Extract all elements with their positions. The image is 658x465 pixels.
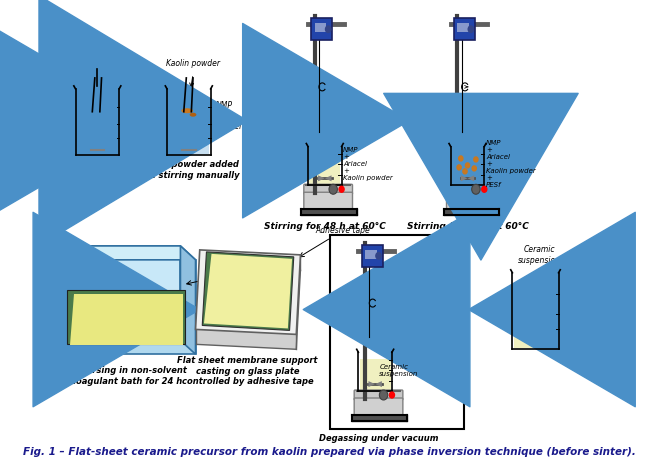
- Polygon shape: [67, 290, 186, 344]
- Polygon shape: [204, 254, 292, 328]
- Circle shape: [465, 163, 470, 168]
- Polygon shape: [77, 107, 118, 154]
- Polygon shape: [202, 252, 293, 331]
- Polygon shape: [180, 246, 195, 354]
- FancyBboxPatch shape: [304, 184, 353, 194]
- Text: Stirring for 48 h at 60°C: Stirring for 48 h at 60°C: [264, 222, 386, 231]
- Circle shape: [339, 186, 344, 192]
- FancyBboxPatch shape: [315, 23, 326, 32]
- Text: Flat sheet membrane support
casting on glass plate
controlled by adhesive tape: Flat sheet membrane support casting on g…: [178, 356, 318, 386]
- Text: Kaolin powder: Kaolin powder: [166, 59, 220, 68]
- Text: Phase inversion
occurred here: Phase inversion occurred here: [187, 260, 281, 285]
- FancyBboxPatch shape: [457, 23, 469, 32]
- Polygon shape: [42, 246, 180, 340]
- Text: NMP + Arlacel: NMP + Arlacel: [70, 50, 124, 59]
- FancyBboxPatch shape: [354, 390, 403, 400]
- Circle shape: [375, 252, 382, 260]
- Polygon shape: [195, 250, 301, 334]
- Polygon shape: [461, 175, 467, 181]
- Circle shape: [472, 184, 480, 194]
- Text: NMP
+
Arlacel: NMP + Arlacel: [216, 101, 242, 131]
- Circle shape: [472, 166, 476, 171]
- Text: Ceramic
suspension: Ceramic suspension: [380, 364, 418, 377]
- Polygon shape: [467, 175, 474, 181]
- FancyBboxPatch shape: [362, 245, 383, 267]
- Polygon shape: [57, 260, 195, 354]
- Polygon shape: [42, 246, 57, 354]
- Polygon shape: [375, 381, 382, 387]
- Polygon shape: [318, 175, 325, 181]
- Polygon shape: [168, 107, 209, 154]
- Polygon shape: [195, 265, 301, 349]
- Polygon shape: [368, 381, 375, 387]
- Text: stirring manually: stirring manually: [62, 160, 133, 169]
- Text: Adhesive tape: Adhesive tape: [299, 226, 370, 257]
- Polygon shape: [70, 293, 183, 345]
- Text: Degassing under vacuum: Degassing under vacuum: [318, 434, 438, 443]
- Circle shape: [390, 392, 394, 398]
- Circle shape: [457, 165, 461, 170]
- Circle shape: [467, 25, 474, 33]
- Text: Ceramic
suspension: Ceramic suspension: [519, 246, 561, 265]
- Circle shape: [329, 184, 338, 194]
- Polygon shape: [514, 286, 557, 348]
- Ellipse shape: [181, 108, 193, 113]
- Circle shape: [463, 169, 467, 174]
- Polygon shape: [452, 153, 483, 184]
- Circle shape: [380, 390, 388, 400]
- FancyBboxPatch shape: [447, 184, 495, 194]
- FancyBboxPatch shape: [304, 192, 353, 210]
- Circle shape: [459, 156, 463, 161]
- Polygon shape: [42, 246, 195, 260]
- Circle shape: [474, 157, 478, 162]
- Text: Immersing in non-solvent
coagulant bath for 24 h: Immersing in non-solvent coagulant bath …: [66, 366, 187, 385]
- FancyBboxPatch shape: [365, 250, 377, 259]
- Text: Fig. 1 – Flat-sheet ceramic precursor from kaolin prepared via phase inversion t: Fig. 1 – Flat-sheet ceramic precursor fr…: [22, 447, 636, 457]
- Ellipse shape: [190, 113, 196, 117]
- Circle shape: [482, 186, 487, 192]
- Text: NMP
+
Arlacel
+
Kaolin powder: NMP + Arlacel + Kaolin powder: [343, 147, 393, 181]
- FancyBboxPatch shape: [454, 18, 475, 40]
- FancyBboxPatch shape: [311, 18, 332, 40]
- Text: Kaolin powder added
and stirring manually: Kaolin powder added and stirring manuall…: [138, 160, 240, 180]
- Text: Stirring for 48 h at 60°C: Stirring for 48 h at 60°C: [407, 222, 528, 231]
- Polygon shape: [325, 175, 332, 181]
- Polygon shape: [360, 359, 391, 390]
- FancyBboxPatch shape: [330, 235, 464, 429]
- Circle shape: [325, 25, 332, 33]
- Text: NMP
+
Arlacel
+
Kaolin powder
+
PESf: NMP + Arlacel + Kaolin powder + PESf: [486, 140, 536, 188]
- FancyBboxPatch shape: [447, 192, 495, 210]
- Polygon shape: [309, 153, 340, 184]
- FancyBboxPatch shape: [354, 398, 403, 416]
